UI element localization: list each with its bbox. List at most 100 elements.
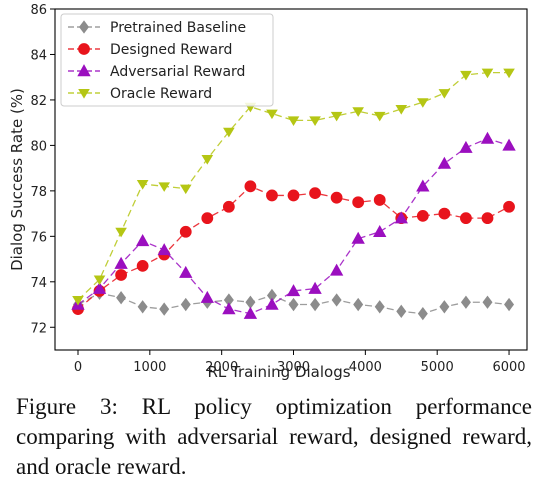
- data-point: [157, 243, 171, 256]
- data-point: [201, 155, 214, 165]
- data-point: [373, 194, 386, 206]
- data-point: [439, 300, 450, 314]
- x-tick-label: 4000: [349, 360, 382, 375]
- data-point: [502, 138, 516, 151]
- data-point: [374, 300, 385, 314]
- data-point: [352, 107, 364, 117]
- x-tick-label: 2000: [205, 360, 238, 375]
- y-tick-label: 86: [30, 3, 47, 18]
- data-point: [266, 189, 278, 202]
- data-point: [136, 180, 149, 190]
- data-point: [373, 224, 387, 237]
- data-point: [309, 187, 321, 200]
- data-point: [481, 212, 494, 225]
- data-point: [330, 111, 343, 122]
- data-point: [265, 297, 279, 310]
- series-layer: [71, 68, 516, 321]
- data-point: [201, 212, 214, 225]
- data-point: [394, 211, 408, 224]
- data-point: [482, 295, 493, 309]
- data-point: [480, 131, 495, 144]
- data-point: [200, 290, 214, 303]
- y-axis-label: Dialog Success Rate (%): [8, 88, 26, 271]
- legend-marker: [77, 64, 91, 77]
- y-tick-label: 76: [30, 230, 47, 245]
- data-point: [330, 191, 343, 204]
- data-point: [266, 109, 278, 120]
- data-point: [437, 156, 452, 169]
- legend-item: Adversarial Reward: [68, 64, 245, 80]
- data-point: [416, 209, 429, 222]
- data-point: [137, 300, 148, 314]
- data-point: [353, 297, 364, 312]
- x-tick-label: 1000: [133, 360, 166, 375]
- legend: Pretrained Baseline Designed Reward Advers…: [60, 13, 274, 107]
- data-point: [503, 68, 515, 79]
- data-point: [92, 281, 107, 294]
- data-point: [222, 302, 236, 315]
- data-point: [395, 105, 408, 115]
- data-point: [243, 306, 258, 319]
- data-point: [308, 281, 322, 294]
- data-point: [416, 179, 430, 192]
- data-point: [286, 284, 301, 297]
- data-point: [158, 182, 171, 192]
- y-tick-label: 74: [30, 276, 47, 291]
- figure-caption: Figure 3: RL policy optimization perform…: [16, 394, 532, 479]
- legend-item: Designed Reward: [68, 42, 232, 58]
- data-point: [288, 297, 299, 312]
- data-point: [351, 231, 365, 244]
- x-tick-label: 6000: [492, 360, 525, 375]
- data-point: [159, 302, 170, 316]
- data-point: [503, 200, 515, 213]
- data-point: [180, 297, 191, 312]
- data-point: [459, 140, 473, 153]
- data-point: [136, 259, 149, 272]
- legend-marker: [78, 43, 90, 55]
- data-point: [310, 297, 321, 312]
- legend-marker: [78, 89, 90, 99]
- data-point: [504, 297, 515, 312]
- data-point: [329, 263, 344, 276]
- x-axis-label: RL Training Dialogs: [207, 363, 350, 380]
- legend-item: Oracle Reward: [68, 86, 212, 102]
- data-point: [287, 116, 300, 126]
- data-point: [460, 295, 471, 309]
- series-oracle-reward: [72, 68, 515, 306]
- axes: 0 1000 2000 3000 4000 5000 6000 72 74 76 78 80 82 84 8…: [8, 3, 528, 380]
- data-point: [115, 269, 127, 281]
- legend-label: Oracle Reward: [110, 86, 212, 102]
- data-point: [116, 291, 127, 305]
- legend-marker: [79, 20, 89, 34]
- data-point: [245, 295, 256, 309]
- x-tick-label: 3000: [277, 360, 310, 375]
- legend-label: Designed Reward: [110, 42, 232, 58]
- data-point: [417, 306, 428, 321]
- data-point: [438, 207, 451, 220]
- data-point: [223, 127, 235, 138]
- data-point: [244, 180, 257, 193]
- data-point: [352, 196, 365, 209]
- legend-box: [60, 13, 274, 107]
- data-point: [417, 98, 429, 108]
- data-point: [179, 225, 192, 238]
- plot-frame: [54, 8, 528, 351]
- x-tick-label: 5000: [421, 360, 454, 375]
- data-point: [438, 89, 451, 99]
- x-tick-label: 0: [74, 360, 82, 375]
- data-point: [93, 275, 106, 286]
- data-point: [222, 200, 235, 213]
- series-designed-reward: [72, 180, 515, 315]
- data-point: [331, 293, 342, 307]
- data-point: [115, 227, 127, 238]
- data-point: [287, 189, 300, 202]
- legend-item: Pretrained Baseline: [68, 20, 246, 36]
- data-point: [481, 68, 494, 79]
- series-adversarial-reward: [71, 131, 516, 319]
- legend-label: Pretrained Baseline: [110, 20, 246, 36]
- data-point: [373, 111, 386, 122]
- y-tick-label: 72: [30, 321, 47, 336]
- y-tick-label: 78: [30, 185, 47, 200]
- data-point: [309, 116, 321, 126]
- y-tick-label: 84: [30, 48, 47, 63]
